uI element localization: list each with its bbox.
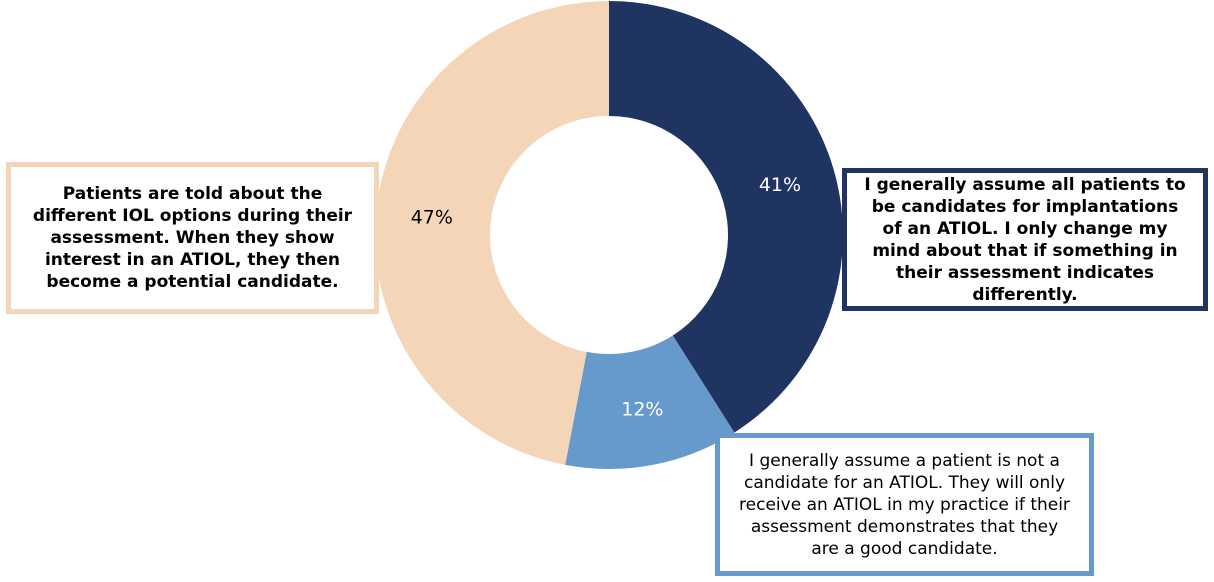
callout-assume-candidate: I generally assume all patients to be ca… (842, 168, 1208, 311)
slice-label-12: 12% (621, 398, 663, 420)
donut-slices (374, 1, 844, 469)
callout-interest-based: Patients are told about the different IO… (6, 162, 379, 314)
callout-assume-not-candidate: I generally assume a patient is not a ca… (715, 433, 1094, 576)
callout-assume-not-candidate-text: I generally assume a patient is not a ca… (739, 450, 1070, 559)
callout-interest-based-text: Patients are told about the different IO… (32, 184, 353, 292)
slice-assume-candidate (609, 1, 844, 433)
slice-label-41: 41% (759, 174, 801, 196)
slice-assume-not-candidate (565, 335, 735, 469)
slice-interest-based (374, 1, 609, 465)
slice-labels: 41% 12% 47% (411, 174, 801, 421)
callout-assume-candidate-text: I generally assume all patients to be ca… (864, 174, 1186, 305)
slice-label-47: 47% (411, 207, 453, 229)
